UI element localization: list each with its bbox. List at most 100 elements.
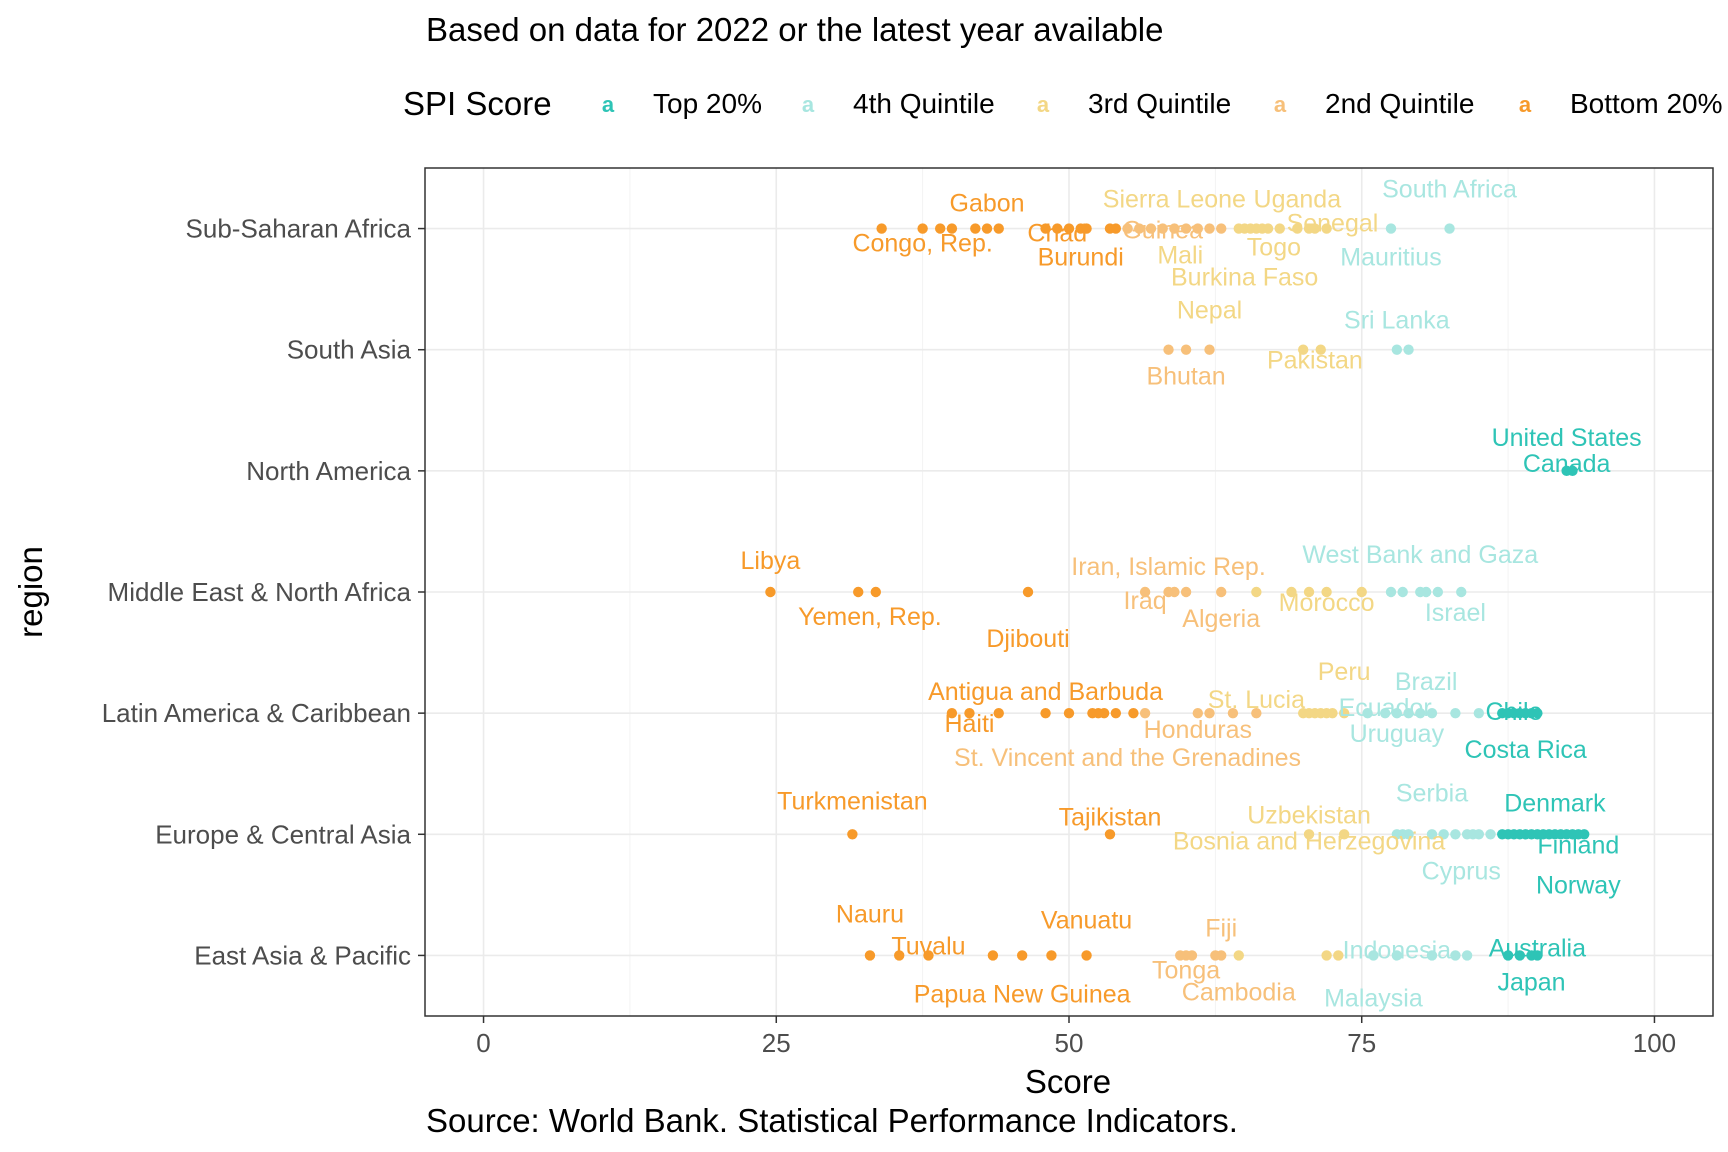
data-point [1139, 586, 1151, 598]
country-label-fiji: Fiji [1205, 914, 1237, 942]
legend-key: a [1037, 92, 1050, 117]
legend-label: Bottom 20% [1570, 88, 1723, 119]
data-point [1397, 586, 1408, 598]
data-point [1362, 707, 1373, 719]
country-label-united-states: United States [1492, 424, 1642, 452]
data-point [1063, 223, 1075, 234]
data-point [1134, 223, 1145, 234]
y-tick-label-middle-east-north-africa: Middle East & North Africa [108, 577, 412, 607]
legend-items: a Top 20% a 4th Quintile a 3rd Quintile a 2nd Q… [602, 88, 1723, 119]
data-point [1315, 344, 1326, 355]
country-label-bosnia-and-herzegovina: Bosnia and Herzegovina [1173, 827, 1445, 855]
country-label-cyprus: Cyprus [1422, 857, 1501, 885]
country-label-morocco: Morocco [1279, 589, 1375, 617]
data-point [1338, 707, 1350, 719]
country-label-uganda: Uganda [1254, 186, 1342, 214]
country-label-serbia: Serbia [1396, 779, 1468, 807]
country-label-malaysia: Malaysia [1324, 984, 1423, 1012]
country-label-mauritius: Mauritius [1340, 244, 1441, 272]
legend-label: 2nd Quintile [1325, 88, 1474, 119]
y-axis: Sub-Saharan Africa South Asia North Americ… [102, 214, 425, 970]
y-tick-label-europe-central-asia: Europe & Central Asia [155, 819, 411, 849]
country-label-tuvalu: Tuvalu [891, 932, 965, 960]
data-point [847, 829, 858, 840]
data-point [1473, 707, 1485, 719]
legend-key: a [1274, 92, 1287, 117]
data-point [946, 223, 958, 234]
data-point [1186, 950, 1198, 961]
data-point [1157, 223, 1168, 234]
data-point [894, 950, 905, 961]
data-point [1145, 223, 1157, 234]
data-point [1139, 707, 1151, 719]
chart-caption: Source: World Bank. Statistical Performa… [426, 1102, 1238, 1139]
data-point [1415, 707, 1426, 719]
data-point [1450, 707, 1461, 719]
country-label-ecuador: Ecuador [1339, 694, 1432, 722]
legend-item-bottom-20: a Bottom 20% [1519, 88, 1723, 119]
legend-item-2nd-quintile: a 2nd Quintile [1274, 88, 1475, 119]
y-tick-label-sub-saharan-africa: Sub-Saharan Africa [186, 214, 412, 244]
country-label-chad: Chad [1027, 220, 1087, 248]
data-point [1192, 707, 1204, 719]
data-point [1385, 586, 1397, 598]
legend-title: SPI Score [403, 85, 552, 122]
x-axis: 0 25 50 75 100 [476, 1016, 1676, 1058]
country-label-congo-rep: Congo, Rep. [852, 230, 992, 258]
data-point [1216, 950, 1227, 961]
country-label-pakistan: Pakistan [1267, 347, 1363, 375]
x-tick-label-75: 75 [1347, 1028, 1376, 1058]
country-label-tonga: Tonga [1152, 956, 1220, 984]
data-point [1391, 707, 1403, 719]
data-point [1303, 829, 1315, 840]
country-label-norway: Norway [1536, 871, 1621, 899]
country-label-togo: Togo [1247, 234, 1301, 262]
country-label-st-lucia: St. Lucia [1208, 686, 1305, 714]
data-point [1333, 950, 1344, 961]
data-point [1128, 707, 1139, 719]
country-label-chile: Chile [1485, 698, 1542, 726]
legend-label: 4th Quintile [853, 88, 995, 119]
legend-label: Top 20% [653, 88, 762, 119]
data-point [765, 586, 776, 598]
y-tick-label-latin-america-caribbean: Latin America & Caribbean [102, 698, 411, 728]
data-point [1485, 829, 1496, 840]
data-point [1081, 223, 1092, 234]
data-point [1169, 223, 1180, 234]
data-point [1122, 223, 1133, 234]
data-point [1391, 344, 1403, 355]
data-point [1180, 223, 1192, 234]
legend-key: a [802, 92, 815, 117]
data-point [1098, 707, 1110, 719]
data-point [1321, 586, 1332, 598]
data-point [853, 586, 864, 598]
y-tick-label-north-america: North America [246, 456, 411, 486]
data-point [1274, 223, 1285, 234]
data-point [1327, 707, 1338, 719]
y-tick-label-south-asia: South Asia [287, 335, 412, 365]
legend-item-4th-quintile: a 4th Quintile [802, 88, 995, 119]
x-tick-label-50: 50 [1055, 1028, 1084, 1058]
data-point [1502, 950, 1514, 961]
data-point [1169, 586, 1180, 598]
legend-item-top-20: a Top 20% [602, 88, 762, 119]
data-point [1456, 586, 1467, 598]
country-label-libya: Libya [741, 547, 801, 575]
country-label-senegal: Senegal [1287, 210, 1379, 238]
data-point [1262, 223, 1274, 234]
data-point [1403, 344, 1414, 355]
legend-key: a [602, 92, 615, 117]
data-point [1251, 586, 1262, 598]
data-point [1321, 223, 1332, 234]
data-point [1204, 707, 1215, 719]
country-label-denmark: Denmark [1504, 789, 1606, 817]
data-point [1426, 950, 1438, 961]
country-label-sri-lanka: Sri Lanka [1344, 307, 1450, 335]
data-point [1251, 707, 1262, 719]
data-point [1444, 223, 1455, 234]
data-point [1403, 707, 1414, 719]
data-point [1385, 223, 1397, 234]
data-point [1303, 586, 1315, 598]
data-point [1192, 223, 1204, 234]
